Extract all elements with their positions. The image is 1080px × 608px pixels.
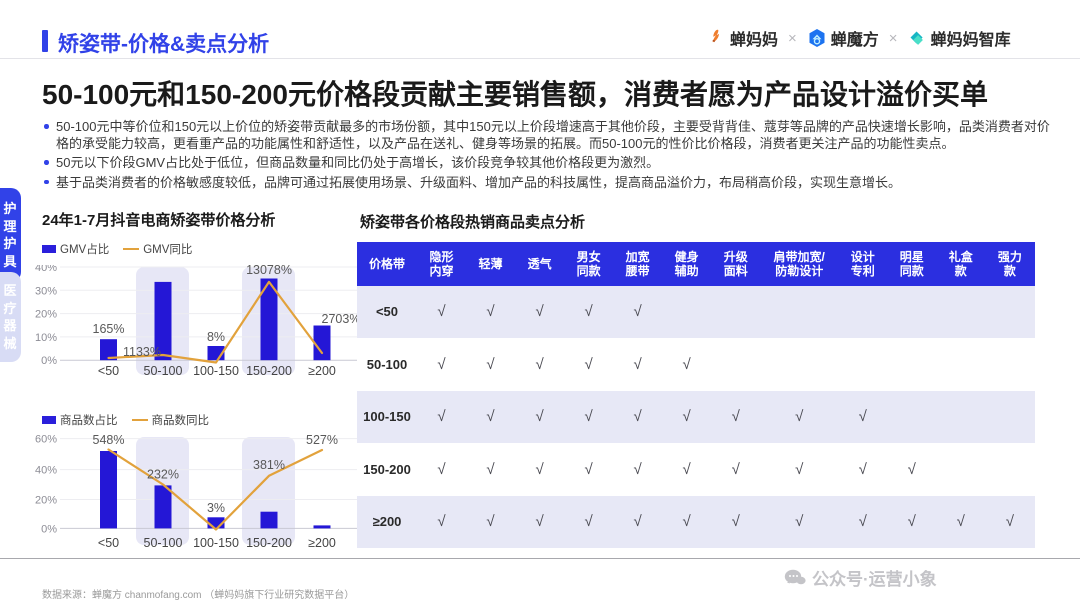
svg-text:13078%: 13078% — [246, 265, 292, 277]
svg-text:165%: 165% — [93, 322, 125, 336]
svg-text:3%: 3% — [207, 501, 225, 515]
svg-text:1133%: 1133% — [123, 345, 161, 359]
svg-text:150-200: 150-200 — [246, 364, 292, 378]
svg-text:20%: 20% — [35, 309, 57, 321]
svg-text:381%: 381% — [253, 458, 285, 472]
svg-text:60%: 60% — [35, 434, 57, 446]
svg-text:0%: 0% — [41, 355, 57, 367]
svg-text:40%: 40% — [35, 265, 57, 274]
svg-text:2703%: 2703% — [322, 312, 361, 326]
svg-text:20%: 20% — [35, 495, 57, 507]
svg-text:40%: 40% — [35, 465, 57, 477]
svg-text:30%: 30% — [35, 285, 57, 297]
svg-text:≥200: ≥200 — [308, 364, 336, 378]
svg-text:8%: 8% — [207, 330, 225, 344]
svg-text:548%: 548% — [93, 433, 125, 447]
svg-text:≥200: ≥200 — [308, 536, 336, 550]
svg-text:50-100: 50-100 — [144, 536, 183, 550]
svg-text:<50: <50 — [98, 364, 119, 378]
svg-text:100-150: 100-150 — [193, 364, 239, 378]
svg-text:10%: 10% — [35, 332, 57, 344]
svg-text:<50: <50 — [98, 536, 119, 550]
svg-text:232%: 232% — [147, 468, 179, 482]
svg-text:0%: 0% — [41, 523, 57, 535]
svg-text:100-150: 100-150 — [193, 536, 239, 550]
svg-text:50-100: 50-100 — [144, 364, 183, 378]
svg-text:527%: 527% — [306, 433, 338, 447]
svg-text:150-200: 150-200 — [246, 536, 292, 550]
